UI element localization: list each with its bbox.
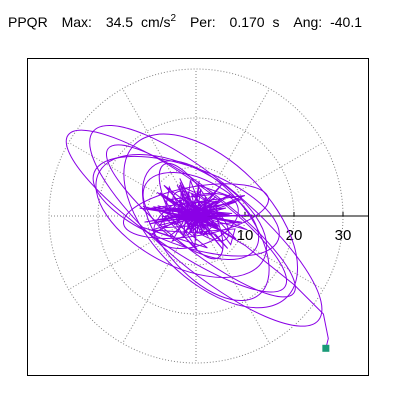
grid-spoke-10 xyxy=(195,215,270,344)
per-unit: s xyxy=(272,14,280,30)
chart-header: PPQR Max: 34.5 cm/s2 Per: 0.170 s Ang: -… xyxy=(8,13,362,34)
max-unit-exponent: 2 xyxy=(170,13,177,24)
trace-loop-6 xyxy=(142,171,260,261)
grid-spoke-8 xyxy=(122,215,197,344)
per-label: Per: xyxy=(189,14,216,30)
radial-tick-label-2: 30 xyxy=(335,227,352,244)
max-label: Max: xyxy=(61,14,92,30)
per-value: 0.170 xyxy=(229,14,265,30)
max-value: 34.5 xyxy=(105,14,134,30)
end-marker-group xyxy=(322,344,330,352)
trace-tail xyxy=(195,215,329,349)
grid-spoke-7 xyxy=(68,215,197,290)
polar-axis: 10 20 30 xyxy=(196,212,368,244)
motion-trace xyxy=(65,124,329,349)
station-code: PPQR xyxy=(8,14,48,30)
grid-spoke-4 xyxy=(122,88,197,217)
radial-tick-label-0: 10 xyxy=(237,227,254,244)
ang-value: -40.1 xyxy=(330,14,362,30)
ang-label: Ang: xyxy=(293,14,323,30)
radial-tick-label-1: 20 xyxy=(286,227,303,244)
trace-end-marker xyxy=(322,344,330,352)
trace-loop-5 xyxy=(122,183,270,239)
trace-core-scribble xyxy=(139,178,253,250)
trace-loop-10 xyxy=(105,144,296,298)
max-unit: cm/s xyxy=(140,14,171,30)
